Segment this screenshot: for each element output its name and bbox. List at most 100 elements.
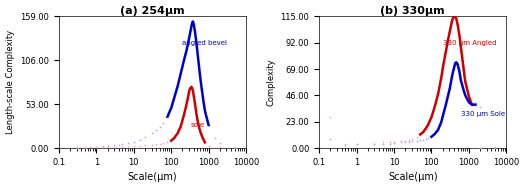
Point	[476, 105, 485, 108]
Text: angled bevel: angled bevel	[182, 39, 227, 45]
Point	[185, 37, 193, 40]
Point	[434, 93, 442, 96]
Point	[148, 132, 156, 135]
Point	[465, 101, 473, 104]
Point	[190, 22, 198, 25]
Point	[182, 105, 190, 108]
Point	[81, 146, 89, 149]
Point	[419, 131, 427, 134]
Point	[193, 49, 202, 52]
Point	[180, 114, 188, 117]
Point	[92, 145, 100, 148]
Point	[173, 132, 182, 135]
Title: (b) 330μm: (b) 330μm	[381, 6, 445, 16]
Point	[443, 43, 451, 46]
Point	[211, 137, 219, 140]
Point	[216, 146, 224, 149]
Point	[379, 142, 387, 145]
Point	[195, 125, 203, 128]
Point	[114, 143, 123, 146]
Point	[148, 143, 156, 146]
Point	[155, 125, 164, 128]
Point	[103, 146, 112, 149]
Point	[352, 142, 361, 145]
Point	[201, 109, 209, 112]
Point	[110, 146, 118, 149]
Point	[491, 146, 499, 149]
Point	[186, 29, 195, 32]
Point	[459, 87, 467, 90]
Point	[422, 137, 430, 140]
Point	[192, 37, 200, 40]
Point	[452, 17, 460, 20]
Point	[408, 140, 416, 143]
Point	[92, 146, 100, 149]
Point	[155, 143, 164, 146]
Point	[188, 89, 197, 92]
Point	[456, 78, 465, 81]
Point	[198, 95, 207, 98]
Point	[326, 116, 334, 119]
Point	[152, 143, 161, 146]
Point	[201, 141, 209, 144]
Point	[370, 142, 379, 145]
Text: 330 μm Angled: 330 μm Angled	[443, 40, 496, 46]
Point	[187, 85, 196, 88]
Point	[196, 130, 204, 133]
Point	[437, 121, 445, 124]
Point	[170, 97, 178, 100]
Point	[459, 64, 467, 67]
Point	[182, 51, 190, 54]
Point	[99, 145, 107, 148]
Point	[178, 119, 186, 122]
Point	[450, 15, 458, 18]
Point	[326, 137, 334, 140]
Point	[461, 80, 469, 83]
Point	[352, 143, 361, 146]
Point	[196, 76, 204, 79]
Point	[430, 133, 438, 136]
Point	[118, 143, 127, 146]
Point	[141, 136, 149, 139]
Point	[185, 90, 193, 93]
Point	[167, 107, 175, 110]
Point	[370, 142, 379, 145]
Point	[455, 69, 464, 72]
Point	[450, 66, 458, 69]
Point	[341, 143, 350, 146]
Point	[176, 125, 185, 128]
Point	[455, 32, 464, 35]
Point	[130, 145, 138, 148]
Point	[110, 144, 118, 147]
Point	[186, 87, 194, 90]
Point	[454, 63, 462, 66]
Point	[184, 97, 192, 100]
Point	[437, 78, 445, 81]
Point	[448, 18, 456, 21]
Point	[191, 101, 199, 104]
Point	[422, 127, 430, 130]
Point	[447, 24, 455, 27]
Point	[191, 29, 199, 32]
Point	[170, 137, 178, 140]
Y-axis label: Complexity: Complexity	[266, 58, 275, 106]
Point	[198, 137, 207, 140]
Point	[99, 146, 107, 149]
Point	[468, 103, 476, 106]
Point	[424, 124, 432, 127]
Point	[163, 141, 172, 144]
Point	[405, 139, 413, 142]
Point	[491, 146, 499, 149]
Point	[438, 66, 447, 69]
Point	[412, 139, 421, 142]
Point	[173, 84, 182, 87]
Point	[447, 81, 455, 84]
Point	[136, 138, 144, 141]
Point	[401, 141, 410, 144]
Point	[188, 20, 197, 23]
Point	[124, 142, 132, 145]
Point	[163, 115, 172, 118]
Point	[180, 59, 188, 62]
Point	[141, 144, 149, 147]
Point	[476, 146, 485, 149]
